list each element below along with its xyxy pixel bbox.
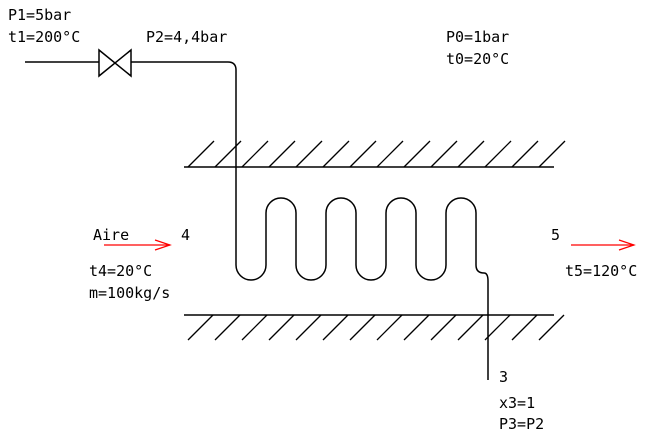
t0-label: t0=20°C [446, 50, 509, 68]
air-label: Aire [93, 226, 129, 244]
mass-flow-label: m=100kg/s [89, 284, 170, 302]
point-3-label: 3 [499, 368, 508, 386]
hatch-line [403, 140, 431, 168]
serpentine-coil [235, 197, 477, 281]
hatch-line [268, 314, 295, 341]
hatch-line [349, 140, 377, 168]
air-in-arrow [104, 239, 172, 251]
hatch-line [214, 140, 242, 168]
hatch-line [322, 140, 350, 168]
hatch-line [295, 314, 322, 341]
valve-icon [98, 48, 132, 78]
hatch-line [241, 140, 269, 168]
hatch-line [241, 314, 268, 341]
hatch-line [457, 140, 485, 168]
hatch-line [484, 140, 512, 168]
hatch-line [538, 140, 566, 168]
hatch-line [403, 314, 430, 341]
pipe-after-valve [131, 61, 237, 265]
hatch-line [268, 140, 296, 168]
hatch-line [538, 314, 565, 341]
hatch-line [430, 314, 457, 341]
hatch-line [484, 314, 511, 341]
x3-label: x3=1 [499, 394, 535, 412]
t1-label: t1=200°C [8, 28, 80, 46]
top-wall-hatching [187, 140, 566, 168]
hatch-line [376, 314, 403, 341]
t4-label: t4=20°C [89, 262, 152, 280]
hatch-line [214, 314, 241, 341]
hatch-line [457, 314, 484, 341]
t5-label: t5=120°C [565, 262, 637, 280]
air-out-arrow [571, 239, 636, 251]
p3-label: P3=P2 [499, 415, 544, 433]
hatch-line [187, 140, 215, 168]
hatch-line [349, 314, 376, 341]
point-5-label: 5 [551, 226, 560, 244]
bottom-wall-hatching [187, 314, 565, 341]
p0-label: P0=1bar [446, 28, 509, 46]
hatch-line [295, 140, 323, 168]
hatch-line [511, 140, 539, 168]
hatch-line [376, 140, 404, 168]
point-4-label: 4 [181, 226, 190, 244]
hatch-line [430, 140, 458, 168]
hatch-line [187, 314, 214, 341]
hatch-line [322, 314, 349, 341]
p2-label: P2=4,4bar [146, 28, 227, 46]
outlet-pipe [475, 264, 489, 380]
p1-label: P1=5bar [8, 6, 71, 24]
hatch-line [511, 314, 538, 341]
